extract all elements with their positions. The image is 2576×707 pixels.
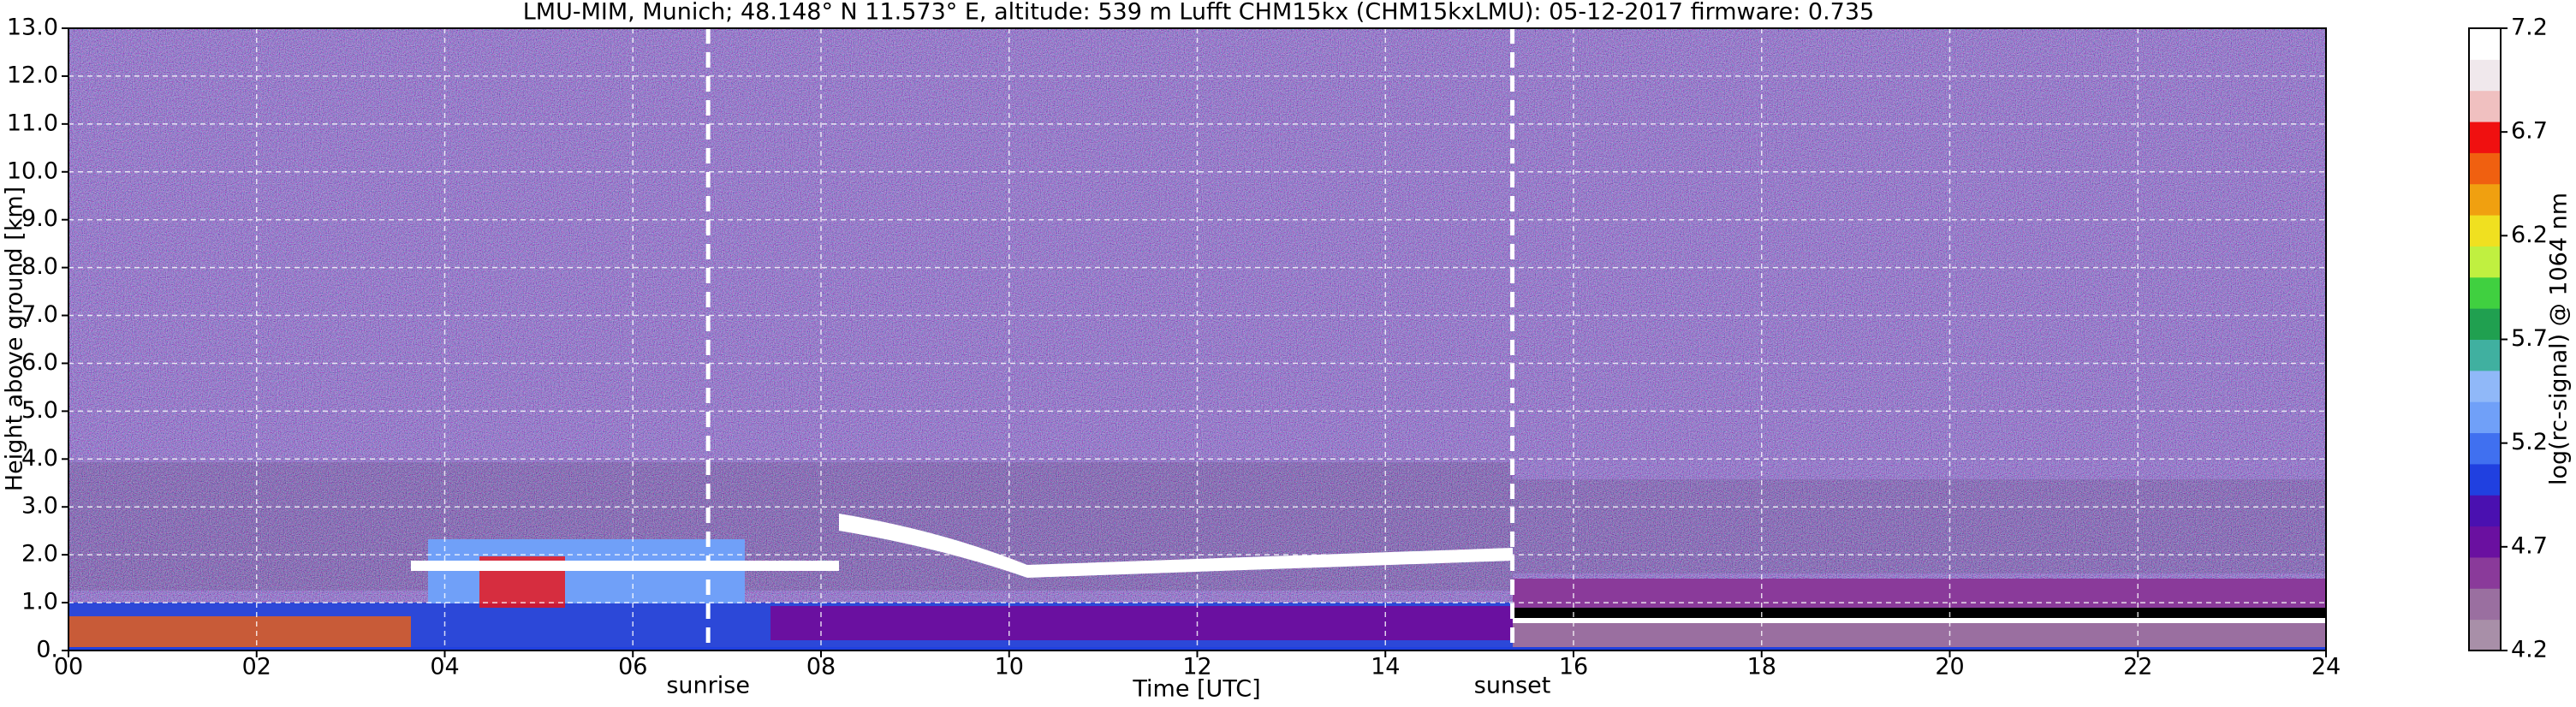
y-tick-label: 5.0 — [21, 397, 58, 424]
colorbar-tick-label: 5.7 — [2511, 325, 2548, 352]
y-tick-label: 7.0 — [21, 301, 58, 328]
y-tick-label: 11.0 — [7, 110, 58, 136]
y-tick-label: 2.0 — [21, 541, 58, 567]
x-tick-label: 06 — [618, 654, 647, 680]
x-tick-label: 00 — [54, 654, 83, 680]
x-tick-label: 24 — [2311, 654, 2341, 680]
y-tick-label: 0. — [36, 637, 58, 663]
x-tick-label: 10 — [995, 654, 1024, 680]
colorbar-swatch — [2469, 526, 2501, 558]
x-tick-label: 12 — [1182, 654, 1211, 680]
y-tick-label: 4.0 — [21, 445, 58, 472]
x-tick-label: 20 — [1935, 654, 1964, 680]
x-tick-label: 22 — [2123, 654, 2152, 680]
y-axis-label: Height above ground [km] — [2, 187, 28, 491]
colorbar-swatch — [2469, 556, 2501, 589]
colorbar: 4.2 4.7 5.2 5.7 6.2 6.7 7.2 — [2468, 15, 2548, 663]
colorbar-swatch — [2469, 183, 2501, 216]
colorbar-swatch — [2469, 463, 2501, 496]
colorbar-swatch — [2469, 90, 2501, 122]
x-tick-label: 18 — [1747, 654, 1776, 680]
x-tick-label: 14 — [1371, 654, 1400, 680]
colorbar-tick-label: 6.7 — [2511, 118, 2548, 145]
colorbar-swatch — [2469, 276, 2501, 309]
colorbar-swatch — [2469, 339, 2501, 371]
colorbar-tick-label: 7.2 — [2511, 15, 2548, 41]
colorbar-tick-label: 4.2 — [2511, 637, 2548, 663]
annotation-label: sunset — [1474, 673, 1551, 699]
colorbar-swatch — [2469, 122, 2501, 153]
chart-title: LMU-MIM, Munich; 48.148° N 11.573° E, al… — [523, 0, 1874, 26]
colorbar-swatch — [2469, 152, 2501, 185]
colorbar-tick-label: 5.2 — [2511, 429, 2548, 455]
colorbar-swatch — [2469, 370, 2501, 402]
x-tick-label: 04 — [430, 654, 459, 680]
y-tick-label: 1.0 — [21, 589, 58, 615]
colorbar-swatch — [2469, 59, 2501, 92]
colorbar-swatch — [2469, 588, 2501, 621]
y-tick-label: 10.0 — [7, 157, 58, 184]
annotation-label: sunrise — [666, 673, 750, 699]
y-tick-label: 3.0 — [21, 493, 58, 520]
colorbar-swatch — [2469, 246, 2501, 278]
x-tick-label: 16 — [1559, 654, 1588, 680]
colorbar-tick-label: 6.2 — [2511, 222, 2548, 248]
colorbar-tick-label: 4.7 — [2511, 532, 2548, 559]
y-tick-label: 13.0 — [7, 15, 58, 41]
colorbar-swatch — [2469, 215, 2501, 247]
colorbar-swatch — [2469, 495, 2501, 527]
y-tick-label: 6.0 — [21, 349, 58, 376]
y-tick-label: 12.0 — [7, 62, 58, 88]
x-axis-label: Time [UTC] — [1132, 676, 1260, 703]
colorbar-swatch — [2469, 401, 2501, 434]
colorbar-swatch — [2469, 28, 2501, 60]
x-tick-label: 02 — [242, 654, 271, 680]
x-tick-label: 08 — [806, 654, 836, 680]
colorbar-swatch — [2469, 308, 2501, 340]
annotations — [705, 28, 1515, 651]
colorbar-label: log(rc-signal) @ 1064 nm — [2546, 193, 2573, 485]
colorbar-swatch — [2469, 432, 2501, 465]
y-tick-label: 9.0 — [21, 205, 58, 232]
y-tick-label: 8.0 — [21, 253, 58, 280]
colorbar-swatch — [2469, 619, 2501, 651]
